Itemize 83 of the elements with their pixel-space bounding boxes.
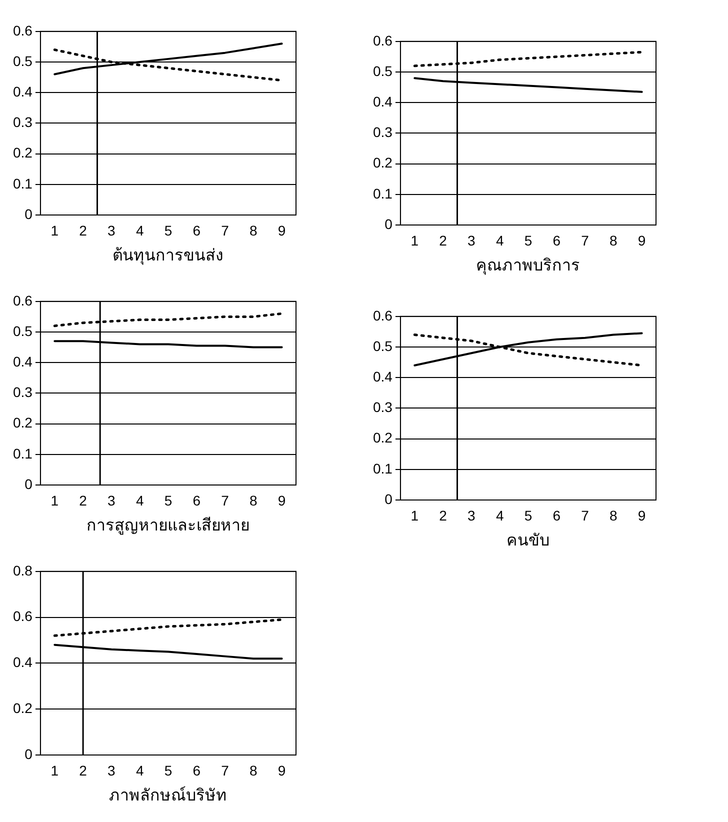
y-tick-label: 0 xyxy=(24,476,33,492)
x-tick-label: 4 xyxy=(496,232,504,248)
y-tick-label: 0.5 xyxy=(372,338,393,354)
x-tick-label: 7 xyxy=(221,492,230,508)
x-axis-title: คนขับ xyxy=(506,530,550,550)
y-tick-label: 0.6 xyxy=(372,32,393,48)
x-tick-label: 7 xyxy=(221,222,230,238)
x-tick-label: 4 xyxy=(136,762,144,778)
x-tick-label: 5 xyxy=(524,232,532,248)
x-tick-label: 2 xyxy=(439,232,448,248)
y-tick-label: 0.2 xyxy=(372,430,393,446)
x-tick-label: 6 xyxy=(192,222,201,238)
y-tick-label: 0 xyxy=(384,490,393,507)
x-tick-label: 5 xyxy=(164,492,172,508)
x-tick-label: 6 xyxy=(552,232,561,248)
y-tick-label: 0 xyxy=(24,746,33,762)
x-tick-label: 7 xyxy=(581,232,590,248)
x-tick-label: 4 xyxy=(136,222,144,238)
y-tick-label: 0.4 xyxy=(372,368,393,384)
y-tick-label: 0.4 xyxy=(372,93,393,110)
y-tick-label: 0.5 xyxy=(12,52,33,69)
y-tick-label: 0.8 xyxy=(12,562,33,578)
y-tick-label: 0.6 xyxy=(12,292,33,308)
x-tick-label: 9 xyxy=(278,492,286,508)
y-tick-label: 0.5 xyxy=(372,62,393,79)
x-tick-label: 2 xyxy=(79,492,88,508)
y-tick-label: 0.3 xyxy=(12,384,33,400)
x-tick-label: 9 xyxy=(638,232,646,248)
x-tick-label: 3 xyxy=(468,232,476,248)
x-tick-label: 1 xyxy=(50,492,59,508)
y-tick-label: 0.1 xyxy=(372,460,393,476)
y-tick-label: 0.6 xyxy=(12,22,33,38)
x-axis-title: คุณภาพบริการ xyxy=(476,256,580,276)
x-tick-label: 6 xyxy=(192,762,201,778)
x-tick-label: 9 xyxy=(278,762,286,778)
y-tick-label: 0.4 xyxy=(12,353,33,370)
y-tick-label: 0 xyxy=(24,206,33,222)
y-tick-label: 0.6 xyxy=(12,608,33,624)
x-tick-label: 2 xyxy=(439,507,448,524)
x-axis-title: ต้นทุนการขนส่ง xyxy=(112,246,224,266)
x-tick-label: 6 xyxy=(192,492,201,508)
x-tick-label: 3 xyxy=(468,507,476,524)
x-tick-label: 9 xyxy=(278,222,286,238)
x-tick-label: 3 xyxy=(108,492,116,508)
x-tick-label: 6 xyxy=(552,507,561,524)
y-tick-label: 0.1 xyxy=(12,445,33,462)
x-tick-label: 1 xyxy=(410,232,419,248)
x-tick-label: 5 xyxy=(164,762,172,778)
y-tick-label: 0.3 xyxy=(12,114,33,130)
x-tick-label: 8 xyxy=(610,507,618,524)
x-tick-label: 5 xyxy=(164,222,172,238)
x-tick-label: 4 xyxy=(496,507,504,524)
x-tick-label: 1 xyxy=(50,222,59,238)
x-tick-label: 8 xyxy=(250,222,258,238)
x-tick-label: 1 xyxy=(410,507,419,524)
y-tick-label: 0 xyxy=(384,216,393,232)
x-tick-label: 2 xyxy=(79,222,88,238)
y-tick-label: 0.4 xyxy=(12,83,33,100)
x-tick-label: 5 xyxy=(524,507,532,524)
x-tick-label: 3 xyxy=(108,762,116,778)
x-tick-label: 8 xyxy=(250,492,258,508)
x-tick-label: 7 xyxy=(581,507,590,524)
x-tick-label: 4 xyxy=(136,492,144,508)
y-tick-label: 0.1 xyxy=(12,175,33,192)
y-tick-label: 0.2 xyxy=(12,414,33,431)
x-tick-label: 2 xyxy=(79,762,88,778)
x-tick-label: 8 xyxy=(250,762,258,778)
y-tick-label: 0.4 xyxy=(12,654,33,670)
x-tick-label: 8 xyxy=(610,232,618,248)
y-tick-label: 0.2 xyxy=(372,154,393,171)
y-tick-label: 0.3 xyxy=(372,399,393,416)
x-tick-label: 3 xyxy=(108,222,116,238)
x-tick-label: 7 xyxy=(221,762,230,778)
x-axis-title: ภาพลักษณ์บริษัท xyxy=(109,786,228,805)
y-tick-label: 0.1 xyxy=(372,185,393,202)
x-tick-label: 9 xyxy=(638,507,646,524)
x-tick-label: 1 xyxy=(50,762,59,778)
x-axis-title: การสูญหายและเสียหาย xyxy=(86,516,250,536)
y-tick-label: 0.6 xyxy=(372,307,393,324)
y-tick-label: 0.5 xyxy=(12,322,33,339)
y-tick-label: 0.2 xyxy=(12,700,33,716)
y-tick-label: 0.2 xyxy=(12,144,33,161)
y-tick-label: 0.3 xyxy=(372,124,393,140)
